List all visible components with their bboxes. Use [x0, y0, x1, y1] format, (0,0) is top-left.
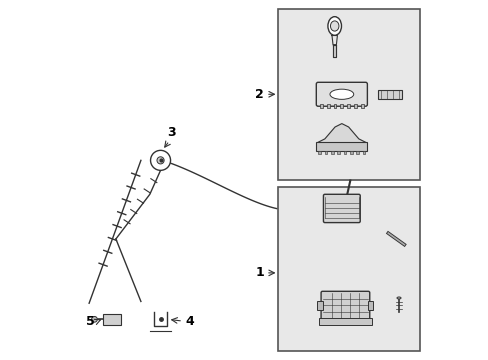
Bar: [319, 318, 371, 325]
Bar: [356, 151, 358, 154]
Bar: [330, 151, 333, 154]
Circle shape: [150, 150, 170, 170]
Bar: [318, 151, 320, 154]
Bar: [340, 104, 343, 108]
Bar: [343, 151, 346, 154]
Ellipse shape: [327, 17, 341, 35]
Bar: [278, 187, 419, 351]
Text: 4: 4: [185, 315, 194, 328]
Ellipse shape: [396, 297, 400, 299]
Text: 1: 1: [255, 266, 264, 279]
Bar: [103, 314, 121, 325]
Bar: [278, 9, 419, 180]
Bar: [320, 104, 322, 108]
Bar: [316, 142, 366, 151]
Bar: [377, 90, 401, 99]
Ellipse shape: [329, 89, 353, 99]
Text: 5: 5: [85, 315, 94, 328]
Bar: [353, 104, 356, 108]
Text: 3: 3: [166, 126, 175, 139]
Bar: [360, 104, 363, 108]
Text: 2: 2: [255, 88, 264, 101]
Bar: [326, 104, 329, 108]
Bar: [337, 151, 339, 154]
Bar: [362, 151, 365, 154]
FancyBboxPatch shape: [321, 291, 369, 320]
Circle shape: [157, 157, 164, 164]
Bar: [349, 151, 352, 154]
FancyBboxPatch shape: [316, 82, 366, 106]
Bar: [317, 301, 322, 310]
Circle shape: [91, 316, 97, 322]
Polygon shape: [317, 123, 365, 142]
Bar: [367, 301, 373, 310]
Bar: [333, 104, 336, 108]
Bar: [346, 104, 349, 108]
Ellipse shape: [330, 21, 338, 31]
Bar: [324, 151, 326, 154]
Polygon shape: [333, 45, 335, 57]
FancyBboxPatch shape: [323, 194, 360, 222]
